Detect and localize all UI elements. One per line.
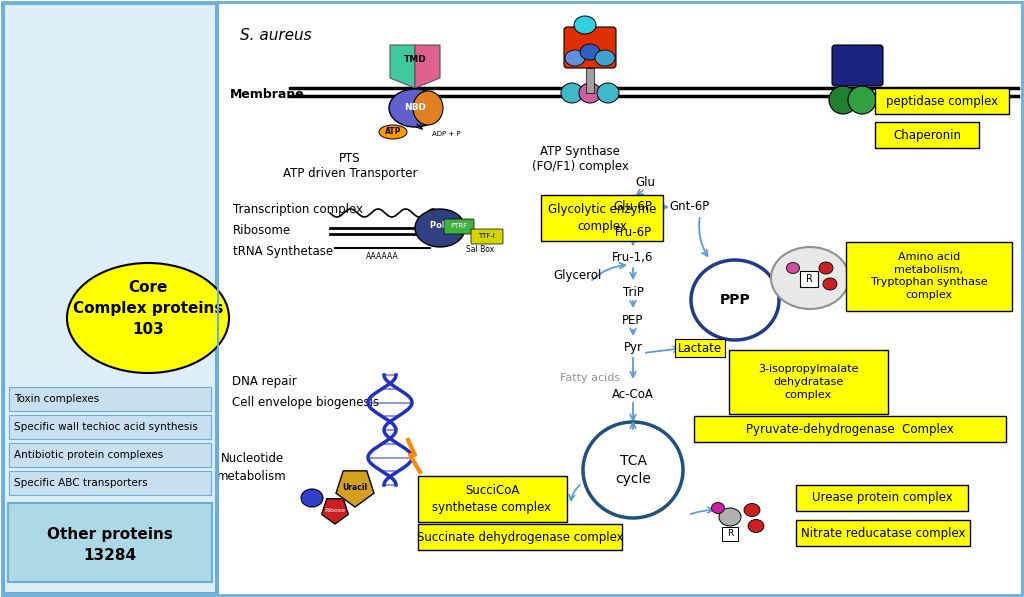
Text: Specific wall techioc acid synthesis: Specific wall techioc acid synthesis bbox=[14, 422, 198, 432]
FancyBboxPatch shape bbox=[8, 503, 212, 582]
Ellipse shape bbox=[829, 86, 857, 114]
Text: Nitrate reducatase complex: Nitrate reducatase complex bbox=[801, 527, 966, 540]
Ellipse shape bbox=[415, 209, 465, 247]
FancyBboxPatch shape bbox=[800, 271, 818, 287]
Text: S. aureus: S. aureus bbox=[240, 27, 311, 42]
Text: 3-isopropylmalate
dehydratase
complex: 3-isopropylmalate dehydratase complex bbox=[758, 364, 858, 400]
Text: Nucleotide
metabolism: Nucleotide metabolism bbox=[217, 453, 287, 484]
Text: ATP: ATP bbox=[385, 128, 401, 137]
Text: PTRF: PTRF bbox=[451, 223, 468, 229]
Ellipse shape bbox=[748, 519, 764, 533]
Text: Uracil: Uracil bbox=[342, 482, 368, 491]
FancyBboxPatch shape bbox=[729, 350, 888, 414]
Text: Succinate dehydrogenase complex: Succinate dehydrogenase complex bbox=[417, 531, 624, 543]
Ellipse shape bbox=[389, 89, 441, 127]
Text: TMD: TMD bbox=[403, 56, 426, 64]
FancyBboxPatch shape bbox=[9, 387, 211, 411]
Text: peptidase complex: peptidase complex bbox=[886, 94, 998, 107]
Ellipse shape bbox=[574, 16, 596, 34]
FancyBboxPatch shape bbox=[444, 219, 474, 234]
Polygon shape bbox=[415, 45, 440, 88]
Text: Membrane: Membrane bbox=[230, 88, 305, 101]
Ellipse shape bbox=[819, 262, 833, 274]
Ellipse shape bbox=[413, 91, 443, 125]
Text: Glycolytic enzyme
complex: Glycolytic enzyme complex bbox=[548, 203, 656, 233]
Text: Pyruvate-dehydrogenase  Complex: Pyruvate-dehydrogenase Complex bbox=[746, 423, 954, 435]
Ellipse shape bbox=[565, 50, 585, 66]
Text: NBD: NBD bbox=[404, 103, 426, 112]
Text: Antibiotic protein complexes: Antibiotic protein complexes bbox=[14, 450, 163, 460]
Polygon shape bbox=[322, 498, 348, 524]
Text: Pol I: Pol I bbox=[430, 220, 451, 229]
Text: PPP: PPP bbox=[720, 293, 751, 307]
Text: Pyr: Pyr bbox=[624, 341, 642, 355]
FancyBboxPatch shape bbox=[846, 242, 1012, 311]
Ellipse shape bbox=[771, 247, 849, 309]
Text: TCA
cycle: TCA cycle bbox=[615, 454, 651, 486]
FancyBboxPatch shape bbox=[722, 527, 738, 541]
Text: Urease protein complex: Urease protein complex bbox=[812, 491, 952, 504]
Ellipse shape bbox=[67, 263, 229, 373]
Ellipse shape bbox=[691, 260, 779, 340]
Text: Fru-6P: Fru-6P bbox=[614, 226, 651, 239]
Text: SucciCoA
synthetase complex: SucciCoA synthetase complex bbox=[432, 484, 552, 514]
Ellipse shape bbox=[848, 86, 876, 114]
Text: Glycerol: Glycerol bbox=[554, 269, 602, 282]
Text: Core
Complex proteins
103: Core Complex proteins 103 bbox=[73, 279, 223, 337]
Ellipse shape bbox=[595, 50, 615, 66]
Text: ADP + P: ADP + P bbox=[432, 131, 461, 137]
Text: R: R bbox=[806, 274, 812, 284]
Ellipse shape bbox=[719, 508, 741, 526]
Ellipse shape bbox=[580, 44, 600, 60]
FancyBboxPatch shape bbox=[796, 520, 970, 546]
FancyBboxPatch shape bbox=[9, 471, 211, 495]
Text: Ribose: Ribose bbox=[325, 507, 345, 512]
FancyBboxPatch shape bbox=[564, 27, 616, 68]
FancyBboxPatch shape bbox=[694, 416, 1006, 442]
FancyBboxPatch shape bbox=[874, 88, 1009, 114]
FancyBboxPatch shape bbox=[874, 122, 979, 148]
Text: DNA repair
Cell envelope biogenesis: DNA repair Cell envelope biogenesis bbox=[232, 375, 379, 409]
Text: AAAAAA: AAAAAA bbox=[366, 252, 398, 261]
FancyBboxPatch shape bbox=[471, 229, 503, 244]
Text: Fru-1,6: Fru-1,6 bbox=[612, 251, 653, 264]
Polygon shape bbox=[390, 45, 415, 88]
Ellipse shape bbox=[583, 422, 683, 518]
FancyBboxPatch shape bbox=[541, 195, 663, 241]
Ellipse shape bbox=[744, 503, 760, 516]
Text: R: R bbox=[727, 530, 733, 538]
Text: Ac-CoA: Ac-CoA bbox=[612, 389, 654, 402]
Text: Transcription complex
Ribosome
tRNA Synthetase: Transcription complex Ribosome tRNA Synt… bbox=[233, 202, 362, 257]
Text: Glu-6P: Glu-6P bbox=[613, 201, 652, 214]
FancyBboxPatch shape bbox=[418, 524, 622, 550]
Text: Lactate: Lactate bbox=[678, 341, 722, 355]
Ellipse shape bbox=[301, 489, 323, 507]
Text: Toxin complexes: Toxin complexes bbox=[14, 394, 99, 404]
Text: PEP: PEP bbox=[623, 313, 644, 327]
Text: PTS
ATP driven Transporter: PTS ATP driven Transporter bbox=[283, 152, 417, 180]
Ellipse shape bbox=[561, 83, 583, 103]
FancyBboxPatch shape bbox=[9, 443, 211, 467]
FancyBboxPatch shape bbox=[796, 485, 968, 511]
Text: Specific ABC transporters: Specific ABC transporters bbox=[14, 478, 147, 488]
Ellipse shape bbox=[712, 503, 725, 513]
Ellipse shape bbox=[597, 83, 618, 103]
Ellipse shape bbox=[379, 125, 407, 139]
Text: TriP: TriP bbox=[623, 285, 643, 298]
FancyBboxPatch shape bbox=[586, 68, 594, 93]
Text: Gnt-6P: Gnt-6P bbox=[670, 201, 710, 214]
FancyBboxPatch shape bbox=[9, 415, 211, 439]
FancyBboxPatch shape bbox=[418, 476, 567, 522]
Ellipse shape bbox=[579, 83, 601, 103]
Text: Chaperonin: Chaperonin bbox=[893, 128, 961, 141]
FancyBboxPatch shape bbox=[831, 45, 883, 86]
FancyBboxPatch shape bbox=[4, 4, 216, 593]
Text: Glu: Glu bbox=[635, 177, 655, 189]
Ellipse shape bbox=[786, 263, 800, 273]
Text: Fatty acids: Fatty acids bbox=[560, 373, 621, 383]
Text: Amino acid
metabolism,
Tryptophan synthase
complex: Amino acid metabolism, Tryptophan syntha… bbox=[870, 252, 987, 300]
Text: Other proteins
13284: Other proteins 13284 bbox=[47, 527, 173, 563]
Polygon shape bbox=[336, 471, 374, 507]
Ellipse shape bbox=[823, 278, 837, 290]
